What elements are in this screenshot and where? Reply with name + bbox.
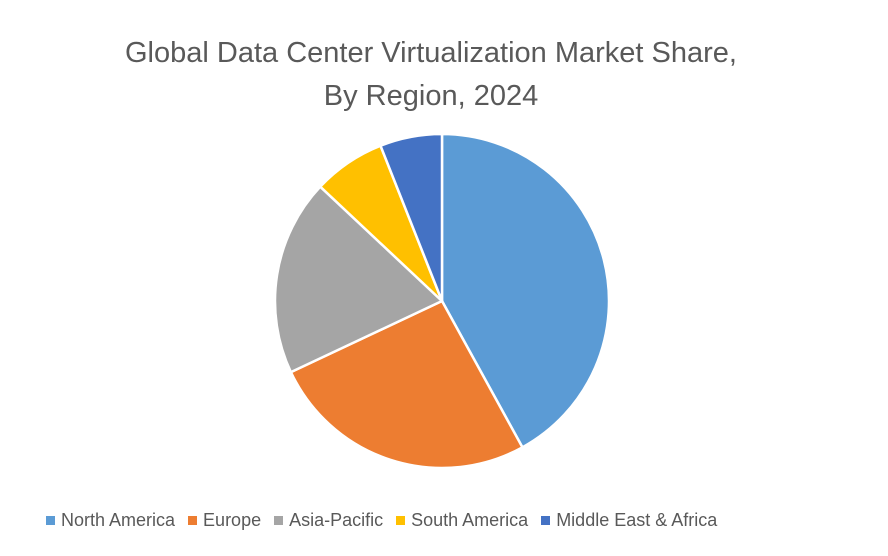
pie-slice-north-america bbox=[440, 132, 611, 449]
legend-item-north-america: North America bbox=[46, 509, 175, 531]
legend-swatch bbox=[46, 515, 55, 525]
chart-title-line-1: Global Data Center Virtualization Market… bbox=[125, 37, 737, 69]
pie-slice-middle-east-africa bbox=[379, 132, 444, 303]
legend-swatch bbox=[541, 515, 551, 525]
legend-swatch bbox=[396, 515, 406, 525]
legend-swatch bbox=[274, 515, 284, 525]
legend-item-south-america: South America bbox=[396, 509, 528, 531]
chart-title-line-2: By Region, 2024 bbox=[323, 80, 539, 112]
legend-label: North America bbox=[61, 510, 176, 530]
legend-label: Asia-Pacific bbox=[289, 510, 384, 530]
legend-label: South America bbox=[411, 510, 529, 530]
pie-slice-europe bbox=[289, 299, 524, 470]
legend-label: Middle East & Africa bbox=[556, 510, 718, 530]
legend-label: Europe bbox=[203, 510, 262, 530]
pie-slice-asia-pacific bbox=[273, 185, 444, 374]
legend-swatch bbox=[188, 515, 198, 525]
legend: North America Europe Asia-Pacific South Ame… bbox=[46, 509, 730, 531]
legend-item-middle-east-africa: Middle East & Africa bbox=[541, 509, 717, 531]
legend-item-europe: Europe bbox=[188, 509, 261, 531]
legend-item-asia-pacific: Asia-Pacific bbox=[274, 509, 383, 531]
